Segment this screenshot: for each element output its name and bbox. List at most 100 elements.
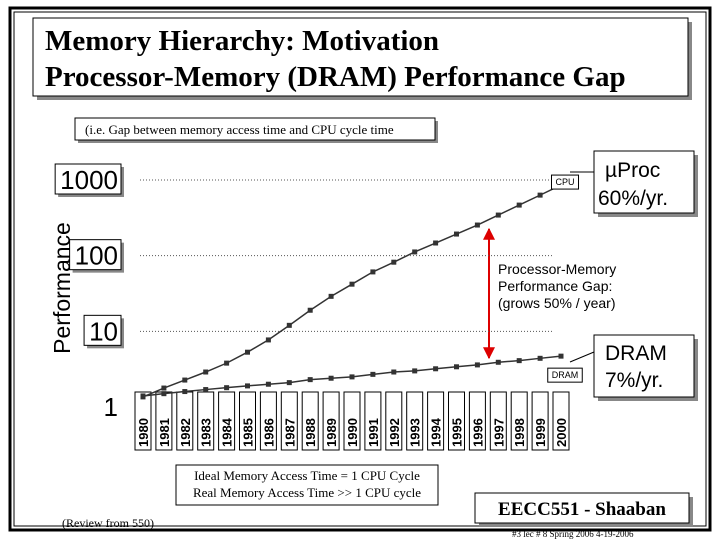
x-tick-label: 1992 (387, 418, 402, 447)
point (412, 249, 418, 255)
x-tick-label: 1990 (345, 418, 360, 447)
point (495, 212, 501, 218)
access-note: Ideal Memory Access Time = 1 CPU Cycle (194, 468, 420, 483)
y-tick-label: 100 (75, 241, 118, 271)
x-tick-label: 1981 (157, 418, 172, 447)
footer-box (474, 492, 690, 524)
callout-box (593, 334, 695, 398)
x-tick-box (280, 391, 298, 451)
point (454, 364, 459, 370)
point (161, 385, 167, 391)
x-tick-label: 1986 (261, 418, 276, 447)
access-note: Real Memory Access Time >> 1 CPU cycle (193, 485, 421, 500)
x-tick-label: 1987 (282, 418, 297, 447)
point (245, 349, 250, 355)
cpu-note: µProc (605, 159, 660, 182)
x-tick-label: 1996 (470, 418, 485, 447)
x-tick-label: 1993 (408, 418, 423, 447)
x-tick-label: 1980 (136, 418, 151, 447)
point (328, 293, 334, 299)
x-tick-label: 1998 (512, 418, 527, 447)
x-tick-box (218, 391, 236, 451)
callout-pointer (569, 351, 595, 363)
point (140, 393, 146, 399)
series-label: CPU (555, 177, 574, 187)
tick-box (83, 314, 122, 346)
x-tick-label: 1999 (533, 418, 548, 447)
point (495, 359, 501, 365)
y-tick-label: 1000 (60, 165, 118, 195)
title: Memory Hierarchy: Motivation (45, 25, 439, 57)
x-tick-label: 1988 (303, 418, 318, 447)
y-tick-label: 10 (89, 316, 118, 346)
x-tick-label: 1991 (366, 418, 381, 447)
x-tick-label: 1989 (324, 418, 339, 447)
point (474, 222, 480, 228)
series-label-box (550, 174, 580, 190)
review: (Review from 550) (62, 516, 154, 530)
gap-note: Performance Gap: (498, 278, 612, 294)
x-tick-box (510, 391, 528, 451)
point (537, 355, 543, 361)
x-tick-box (385, 391, 403, 451)
point (516, 358, 522, 364)
gap-note: Processor-Memory (498, 261, 616, 277)
point (433, 366, 439, 372)
point (433, 240, 439, 246)
dram-note: DRAM (605, 342, 667, 365)
x-tick-box (239, 391, 256, 451)
x-tick-box (134, 391, 152, 451)
point (182, 377, 188, 383)
note: (i.e. Gap between memory access time and… (85, 122, 394, 137)
point (454, 231, 459, 237)
x-tick-box (427, 391, 445, 451)
x-tick-label: 1982 (178, 418, 193, 447)
cpu-note: 60%/yr. (598, 187, 668, 210)
point (203, 387, 209, 393)
point (474, 362, 480, 368)
point (391, 369, 397, 375)
point (182, 389, 188, 395)
x-tick-box (552, 391, 570, 451)
y-tick-label: 1 (104, 392, 118, 422)
x-tick-box (322, 391, 340, 451)
x-tick-box (489, 391, 507, 451)
footer-note: #3 lec # 8 Spring 2006 4-19-2006 (512, 529, 634, 539)
point (412, 368, 418, 374)
point (349, 281, 355, 287)
x-tick-box (448, 391, 465, 451)
point (537, 192, 543, 198)
x-tick-box (301, 391, 319, 451)
x-tick-box (406, 391, 424, 451)
point (328, 375, 334, 381)
x-tick-label: 1994 (429, 417, 444, 447)
x-tick-box (364, 391, 382, 451)
x-tick-box (259, 391, 277, 451)
gap-box (496, 256, 656, 314)
x-tick-box (343, 391, 361, 451)
x-tick-label: 1997 (491, 418, 506, 447)
point (265, 337, 271, 343)
x-tick-label: 1984 (220, 417, 235, 447)
tick-box (69, 239, 122, 271)
x-tick-label: 2000 (554, 418, 569, 447)
slide-border (8, 6, 712, 532)
title-box (32, 17, 689, 97)
point (161, 391, 167, 397)
x-tick-label: 1995 (450, 418, 465, 447)
point (516, 202, 522, 208)
series-label-box (547, 367, 583, 383)
x-tick-box (531, 391, 549, 451)
point (370, 371, 376, 377)
footer: EECC551 - Shaaban (498, 499, 666, 520)
point (265, 381, 271, 387)
x-tick-label: 1985 (241, 418, 256, 447)
point (370, 269, 376, 275)
access-box (175, 464, 439, 506)
point (224, 385, 230, 391)
gap-note: (grows 50% / year) (498, 295, 615, 311)
note-box (74, 117, 436, 141)
point (391, 259, 397, 265)
point (286, 380, 292, 386)
slide-border-inner (13, 11, 707, 527)
